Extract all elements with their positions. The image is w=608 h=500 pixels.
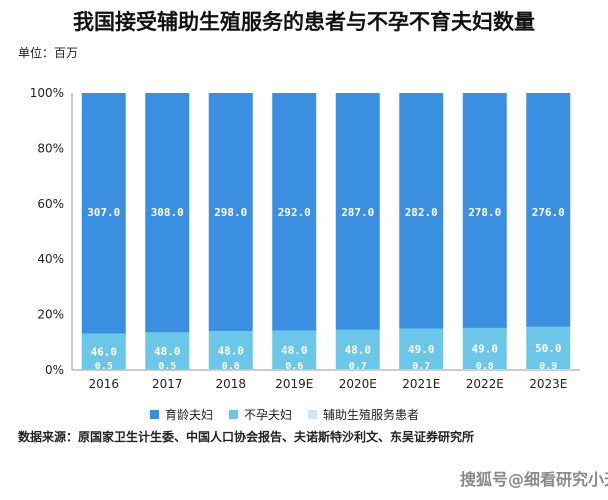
legend: 育龄夫妇 不孕夫妇 辅助生殖服务患者	[150, 406, 435, 422]
data-label-fertile: 308.0	[151, 206, 184, 219]
y-tick-label: 20%	[37, 308, 64, 322]
data-label-art: 0.5	[95, 361, 113, 372]
bar-segment-fertile	[335, 93, 380, 330]
x-tick-label: 2018	[215, 377, 246, 391]
y-tick-label: 100%	[30, 86, 64, 100]
data-label-infertile: 50.0	[535, 342, 562, 355]
bar-segment-art	[335, 369, 380, 370]
data-label-infertile: 49.0	[472, 343, 499, 356]
bar-segment-fertile	[399, 93, 444, 329]
bar-segment-fertile	[272, 93, 317, 331]
x-tick-label: 2016	[88, 377, 119, 391]
watermark: 搜狐号@细看研究小天下	[460, 470, 608, 489]
bar-segment-fertile	[145, 93, 190, 333]
bar-segment-infertile	[335, 329, 380, 370]
bar-segment-infertile	[208, 331, 253, 370]
legend-swatch-art	[308, 409, 318, 419]
bar-segment-fertile	[208, 93, 253, 332]
data-label-fertile: 278.0	[468, 206, 501, 219]
stacked-bar-chart: 0% 20% 40% 60% 80% 100% 0.5 46.0 307.0 2016 0.5 48.…	[30, 86, 580, 391]
legend-swatch-infertile	[229, 409, 239, 419]
data-label-fertile: 298.0	[214, 206, 247, 219]
bar-segment-art	[526, 369, 571, 370]
bar-segment-infertile	[526, 326, 571, 370]
y-tick-label: 60%	[37, 197, 64, 211]
bar-segment-infertile	[399, 328, 444, 370]
data-label-art: 0.6	[285, 361, 303, 372]
bar-segment-infertile	[81, 333, 126, 370]
bar-segment-infertile	[272, 330, 317, 370]
data-label-infertile: 48.0	[281, 344, 308, 357]
bar-segment-infertile	[462, 327, 507, 370]
bar-segment-art	[399, 369, 444, 370]
x-tick-label: 2019E	[275, 377, 313, 391]
bar-segment-fertile	[462, 93, 507, 328]
x-tick-label: 2023E	[529, 377, 567, 391]
data-label-fertile: 292.0	[278, 206, 311, 219]
data-label-infertile: 46.0	[91, 346, 118, 359]
legend-item-infertile: 不孕夫妇	[229, 406, 292, 423]
data-label-infertile: 49.0	[408, 343, 435, 356]
legend-swatch-fertile	[150, 409, 159, 419]
data-label-art: 0.6	[222, 361, 240, 372]
data-label-fertile: 287.0	[341, 206, 374, 219]
y-tick-label: 40%	[37, 252, 64, 266]
data-label-infertile: 48.0	[154, 345, 181, 358]
data-label-infertile: 48.0	[218, 344, 245, 357]
data-label-infertile: 48.0	[345, 344, 372, 357]
bar-segment-fertile	[526, 93, 571, 327]
x-tick-label: 2020E	[339, 377, 377, 391]
data-source: 数据来源：原国家卫生计生委、中国人口协会报告、夫诺斯特沙利文、东吴证券研究所	[18, 430, 475, 444]
legend-item-fertile: 育龄夫妇	[150, 406, 213, 423]
unit-label: 单位：百万	[18, 46, 79, 60]
y-tick-label: 0%	[45, 363, 64, 377]
x-tick-label: 2022E	[466, 377, 504, 391]
legend-item-art: 辅助生殖服务患者	[308, 406, 419, 423]
bar-segment-art	[462, 369, 507, 370]
legend-label-infertile: 不孕夫妇	[244, 407, 293, 422]
legend-label-fertile: 育龄夫妇	[165, 407, 214, 422]
data-label-art: 0.8	[476, 361, 494, 372]
data-label-fertile: 282.0	[405, 206, 438, 219]
x-tick-label: 2017	[152, 377, 183, 391]
data-label-art: 0.9	[539, 361, 557, 372]
data-label-fertile: 307.0	[87, 206, 120, 219]
data-label-fertile: 276.0	[532, 206, 565, 219]
data-label-art: 0.7	[412, 361, 430, 372]
bar-segment-fertile	[81, 93, 126, 334]
bar-segment-infertile	[145, 332, 190, 370]
x-tick-label: 2021E	[402, 377, 440, 391]
y-tick-label: 80%	[37, 141, 64, 155]
chart-title: 我国接受辅助生殖服务的患者与不孕不育夫妇数量	[73, 10, 535, 34]
legend-label-art: 辅助生殖服务患者	[323, 407, 420, 422]
data-label-art: 0.5	[158, 361, 176, 372]
data-label-art: 0.7	[349, 361, 367, 372]
